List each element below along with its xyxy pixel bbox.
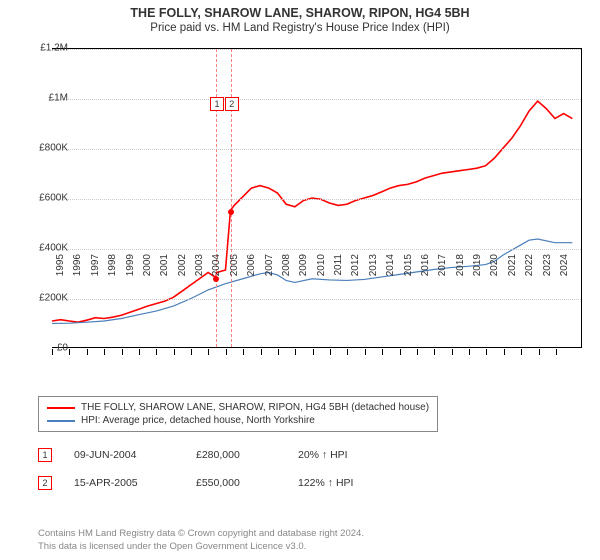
x-axis-label: 1999: [125, 254, 136, 304]
gridline: [52, 149, 581, 150]
x-axis-label: 2013: [368, 254, 379, 304]
x-axis-label: 2005: [229, 254, 240, 304]
x-axis-label: 2002: [177, 254, 188, 304]
chart-subtitle: Price paid vs. HM Land Registry's House …: [0, 22, 600, 34]
x-tick: [104, 349, 105, 355]
x-tick: [486, 349, 487, 355]
x-axis-label: 2001: [159, 254, 170, 304]
legend-item: HPI: Average price, detached house, Nort…: [47, 414, 429, 427]
x-tick: [139, 349, 140, 355]
gridline: [52, 49, 581, 50]
x-axis-label: 2003: [194, 254, 205, 304]
x-tick: [174, 349, 175, 355]
x-tick: [208, 349, 209, 355]
transaction-marker: 1: [38, 448, 52, 462]
transaction-price: £550,000: [196, 477, 276, 489]
x-tick: [295, 349, 296, 355]
x-tick: [243, 349, 244, 355]
x-tick: [330, 349, 331, 355]
x-axis-label: 2009: [298, 254, 309, 304]
x-tick: [452, 349, 453, 355]
x-tick: [400, 349, 401, 355]
x-axis-label: 2006: [246, 254, 257, 304]
transaction-row: 1 09-JUN-2004 £280,000 20% ↑ HPI: [38, 448, 348, 462]
transaction-marker: 2: [38, 476, 52, 490]
gridline: [52, 249, 581, 250]
legend-swatch: [47, 407, 75, 409]
x-tick: [469, 349, 470, 355]
y-axis-label: £600K: [39, 193, 68, 204]
x-tick: [278, 349, 279, 355]
y-axis-label: £1.2M: [40, 43, 68, 54]
y-axis-label: £800K: [39, 143, 68, 154]
data-point: [228, 209, 234, 215]
x-axis-label: 2024: [559, 254, 570, 304]
footer-line: This data is licensed under the Open Gov…: [38, 541, 364, 554]
footer-line: Contains HM Land Registry data © Crown c…: [38, 528, 364, 541]
x-tick: [521, 349, 522, 355]
x-tick: [69, 349, 70, 355]
x-tick: [87, 349, 88, 355]
x-tick: [382, 349, 383, 355]
y-axis-label: £1M: [49, 93, 68, 104]
x-axis-label: 1998: [107, 254, 118, 304]
event-marker: 2: [225, 97, 239, 111]
legend: THE FOLLY, SHAROW LANE, SHAROW, RIPON, H…: [38, 396, 438, 432]
x-axis-label: 2004: [211, 254, 222, 304]
x-axis-label: 2021: [507, 254, 518, 304]
footer-attribution: Contains HM Land Registry data © Crown c…: [38, 528, 364, 554]
x-axis-label: 1995: [55, 254, 66, 304]
x-axis-label: 2014: [385, 254, 396, 304]
x-axis-label: 2008: [281, 254, 292, 304]
y-axis-label: £0: [57, 343, 68, 354]
x-tick: [347, 349, 348, 355]
x-axis-label: 2023: [542, 254, 553, 304]
transaction-row: 2 15-APR-2005 £550,000 122% ↑ HPI: [38, 476, 353, 490]
legend-label: HPI: Average price, detached house, Nort…: [81, 415, 315, 426]
x-tick: [504, 349, 505, 355]
x-tick: [122, 349, 123, 355]
transaction-date: 15-APR-2005: [74, 477, 174, 489]
x-axis-label: 2019: [472, 254, 483, 304]
x-tick: [261, 349, 262, 355]
x-axis-label: 2018: [455, 254, 466, 304]
transaction-price: £280,000: [196, 449, 276, 461]
legend-swatch: [47, 420, 75, 422]
x-axis-label: 2007: [264, 254, 275, 304]
gridline: [52, 99, 581, 100]
transaction-delta: 122% ↑ HPI: [298, 477, 353, 489]
x-axis-label: 2016: [420, 254, 431, 304]
x-tick: [226, 349, 227, 355]
x-axis-label: 2020: [489, 254, 500, 304]
x-tick: [417, 349, 418, 355]
x-tick: [434, 349, 435, 355]
legend-item: THE FOLLY, SHAROW LANE, SHAROW, RIPON, H…: [47, 401, 429, 414]
x-axis-label: 1996: [72, 254, 83, 304]
legend-label: THE FOLLY, SHAROW LANE, SHAROW, RIPON, H…: [81, 402, 429, 413]
gridline: [52, 199, 581, 200]
x-axis-label: 2017: [437, 254, 448, 304]
x-tick: [156, 349, 157, 355]
y-axis-label: £400K: [39, 243, 68, 254]
x-tick: [365, 349, 366, 355]
x-tick: [191, 349, 192, 355]
transaction-date: 09-JUN-2004: [74, 449, 174, 461]
x-tick: [52, 349, 53, 355]
chart-title: THE FOLLY, SHAROW LANE, SHAROW, RIPON, H…: [0, 6, 600, 20]
x-axis-label: 2000: [142, 254, 153, 304]
x-axis-label: 2012: [350, 254, 361, 304]
x-axis-label: 2015: [403, 254, 414, 304]
x-tick: [556, 349, 557, 355]
x-axis-label: 2011: [333, 254, 344, 304]
x-axis-label: 2022: [524, 254, 535, 304]
x-tick: [539, 349, 540, 355]
x-tick: [313, 349, 314, 355]
x-axis-label: 2010: [316, 254, 327, 304]
transaction-delta: 20% ↑ HPI: [298, 449, 348, 461]
event-marker: 1: [210, 97, 224, 111]
x-axis-label: 1997: [90, 254, 101, 304]
